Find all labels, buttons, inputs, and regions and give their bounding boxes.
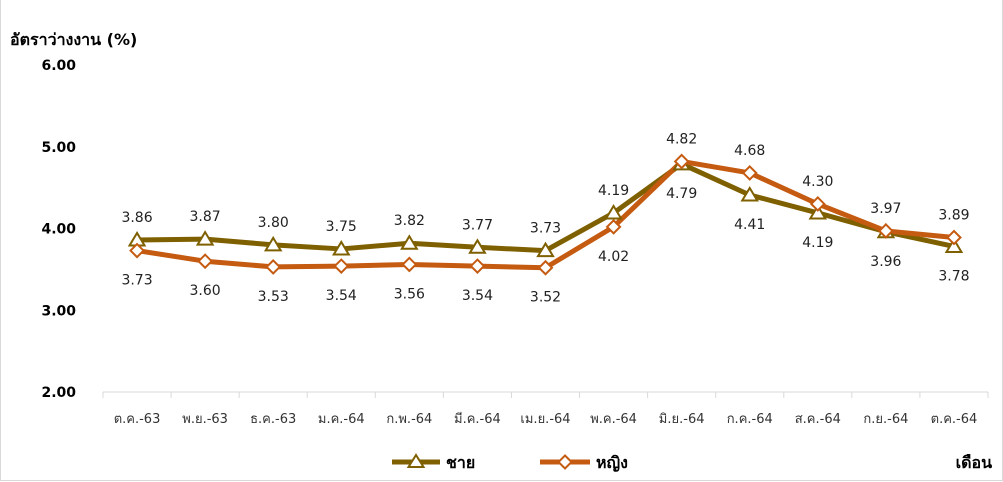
male-data-label: 3.87: [190, 209, 221, 225]
y-tick-label: 3.00: [41, 303, 76, 319]
female-data-label: 3.60: [190, 283, 221, 299]
female-data-point: [741, 164, 758, 181]
x-axis-title: เดือน: [956, 453, 992, 472]
female-data-label: 4.68: [734, 143, 765, 159]
series-layer: [127, 153, 964, 276]
female-data-label: 4.30: [802, 174, 833, 190]
x-tick-label: ก.ย.-64: [863, 412, 908, 427]
male-data-label: 4.19: [802, 235, 833, 251]
male-data-label: 3.86: [121, 210, 152, 226]
female-data-point: [401, 256, 418, 273]
female-data-label: 3.97: [870, 201, 901, 217]
female-data-label: 3.54: [326, 288, 357, 304]
legend-label-female: หญิง: [596, 453, 628, 473]
male-data-point: [400, 234, 419, 250]
male-data-point: [263, 235, 283, 252]
x-tick-label: ต.ค.-64: [931, 412, 978, 427]
male-data-label: 3.80: [258, 215, 289, 231]
female-data-label: 3.73: [121, 273, 152, 289]
x-tick-label: พ.ย.-63: [182, 412, 228, 427]
female-data-point: [946, 229, 962, 246]
male-data-point: [808, 204, 828, 220]
female-data-point: [197, 253, 214, 270]
female-data-point: [469, 258, 486, 275]
female-data-label: 3.52: [530, 290, 561, 306]
male-data-label: 3.78: [938, 268, 969, 284]
male-data-label: 3.82: [394, 213, 425, 229]
female-data-point: [537, 259, 554, 276]
x-tick-label: ม.ค.-64: [318, 412, 365, 427]
male-data-label: 3.77: [462, 217, 493, 233]
x-tick-label: พ.ค.-64: [590, 412, 637, 427]
y-axis-title: อัตราว่างงาน (%): [10, 30, 137, 49]
female-data-point: [809, 196, 826, 212]
data-labels: 3.86 3.87 3.80 3.75 3.82 3.77 3.73 4.19 4.79 4.41…: [121, 131, 969, 305]
x-tick-label: ส.ค.-64: [795, 412, 841, 427]
male-data-point: [944, 237, 964, 253]
female-data-point: [605, 218, 622, 235]
male-data-label: 4.19: [598, 183, 629, 199]
male-data-point: [332, 239, 351, 256]
x-tick-label: ต.ค.-63: [114, 412, 161, 427]
y-tick-label: 6.00: [41, 58, 76, 74]
male-data-point: [604, 204, 623, 220]
male-data-label: 4.41: [734, 217, 765, 233]
legend-label-male: ชาย: [446, 453, 475, 472]
y-tick-label: 5.00: [41, 140, 76, 156]
female-data-point: [333, 258, 350, 275]
male-data-point: [195, 230, 215, 246]
female-data-label: 3.56: [394, 286, 425, 302]
legend-item-male: ชาย: [392, 453, 475, 472]
male-data-point: [740, 186, 759, 202]
x-tick-label: เม.ย.-64: [520, 412, 570, 427]
x-tick-label: ธ.ค.-63: [250, 412, 296, 427]
female-data-label: 3.89: [938, 207, 969, 223]
legend: ชาย หญิง: [392, 453, 628, 473]
female-data-label: 4.82: [666, 131, 697, 147]
female-data-point: [673, 153, 690, 170]
y-ticks: 2.00 3.00 4.00 5.00 6.00: [41, 58, 76, 401]
male-data-label: 3.73: [530, 221, 561, 237]
diamond-marker-icon: [557, 454, 573, 470]
y-tick-label: 2.00: [41, 385, 76, 401]
x-ticks: ต.ค.-63 พ.ย.-63 ธ.ค.-63 ม.ค.-64 ก.พ.-64 มี.ค.…: [102, 392, 989, 427]
x-tick-label: ก.ค.-64: [727, 412, 773, 427]
female-data-label: 3.54: [462, 288, 493, 304]
female-data-point: [877, 223, 894, 239]
x-tick-label: มิ.ย.-64: [659, 412, 705, 427]
male-data-label: 3.75: [326, 219, 357, 235]
female-data-label: 3.53: [258, 289, 289, 305]
triangle-marker-icon: [406, 453, 426, 468]
female-data-label: 4.02: [598, 249, 629, 265]
female-data-point: [129, 242, 145, 259]
female-data-point: [265, 259, 282, 275]
x-tick-label: มี.ค.-64: [454, 411, 501, 427]
male-data-point: [536, 241, 555, 258]
y-tick-label: 4.00: [41, 222, 76, 238]
legend-item-female: หญิง: [540, 453, 628, 473]
male-data-label: 3.96: [870, 254, 901, 270]
male-data-label: 4.79: [666, 186, 697, 202]
x-tick-label: ก.พ.-64: [386, 412, 432, 427]
male-data-point: [468, 238, 487, 254]
